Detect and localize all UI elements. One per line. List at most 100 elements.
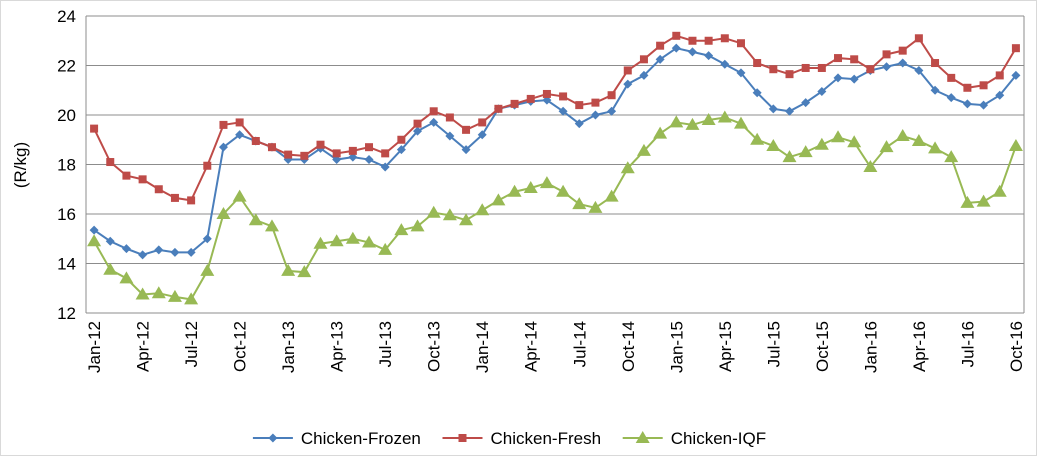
marker (931, 59, 940, 68)
marker (995, 90, 1005, 100)
marker (542, 89, 551, 98)
marker (882, 62, 892, 72)
marker (284, 150, 293, 159)
marker (264, 219, 279, 232)
marker (607, 106, 617, 116)
marker (801, 98, 811, 108)
marker (736, 39, 745, 48)
marker (235, 118, 244, 127)
marker (688, 36, 697, 45)
marker (138, 175, 147, 184)
marker (944, 150, 959, 163)
x-tick-label: Oct-14 (619, 321, 638, 372)
marker (639, 70, 649, 80)
marker (914, 65, 924, 75)
marker (572, 197, 587, 210)
marker (591, 98, 600, 107)
marker (685, 117, 700, 130)
marker (184, 292, 199, 305)
marker (979, 81, 988, 90)
marker (687, 47, 697, 57)
x-tick-label: Apr-12 (134, 321, 153, 372)
y-tick-label: 22 (57, 57, 76, 76)
marker (478, 118, 487, 127)
x-tick-label: Jul-14 (570, 321, 589, 367)
marker (413, 119, 422, 128)
x-tick-label: Jan-16 (861, 321, 880, 373)
marker (785, 106, 794, 116)
marker (801, 63, 810, 72)
marker (768, 104, 778, 114)
marker (345, 231, 360, 244)
marker (218, 142, 228, 152)
marker (445, 131, 455, 141)
marker (251, 136, 260, 145)
marker (1011, 70, 1021, 80)
marker (267, 143, 276, 152)
marker (122, 171, 131, 180)
marker (636, 143, 651, 156)
marker (526, 94, 535, 103)
marker (316, 140, 325, 149)
marker (946, 93, 956, 103)
marker (962, 99, 972, 109)
marker (268, 433, 278, 443)
marker (510, 99, 519, 108)
marker (558, 106, 568, 116)
marker (121, 244, 131, 254)
x-tick-label: Jan-15 (667, 321, 686, 373)
marker (720, 34, 729, 43)
marker (300, 151, 309, 160)
marker (216, 207, 231, 219)
x-tick-label: Jul-13 (376, 321, 395, 367)
marker (313, 236, 328, 249)
marker (362, 235, 377, 248)
marker (782, 150, 797, 163)
marker (750, 132, 765, 145)
marker (445, 113, 454, 122)
x-tick-label: Apr-14 (522, 321, 541, 372)
marker (394, 223, 409, 236)
marker (426, 205, 441, 218)
marker (106, 158, 115, 167)
marker (154, 185, 163, 194)
marker (396, 145, 406, 155)
marker (620, 161, 635, 174)
marker (219, 120, 228, 129)
marker (895, 129, 910, 142)
marker (669, 115, 684, 128)
marker (151, 286, 166, 299)
marker (203, 161, 212, 170)
marker (671, 43, 681, 53)
marker (733, 116, 748, 129)
marker (248, 213, 263, 226)
marker (911, 133, 926, 146)
marker (914, 34, 923, 43)
marker (186, 247, 196, 257)
x-tick-label: Oct-13 (425, 321, 444, 372)
marker (135, 287, 150, 300)
marker (170, 193, 179, 202)
legend-label: Chicken-IQF (671, 429, 766, 448)
marker (928, 141, 943, 154)
x-tick-label: Oct-16 (1007, 321, 1026, 372)
marker (976, 194, 991, 207)
x-tick-label: Apr-16 (910, 321, 929, 372)
marker (119, 271, 134, 284)
marker (701, 112, 716, 125)
marker (87, 234, 102, 247)
y-tick-label: 14 (57, 255, 76, 274)
y-tick-label: 18 (57, 156, 76, 175)
marker (332, 149, 341, 158)
marker (588, 200, 603, 213)
marker (963, 83, 972, 92)
marker (90, 124, 99, 133)
marker (655, 54, 665, 64)
y-tick-label: 12 (57, 304, 76, 323)
marker (523, 181, 538, 194)
marker (590, 110, 600, 120)
x-tick-label: Apr-15 (716, 321, 735, 372)
marker (556, 184, 571, 197)
marker (329, 234, 344, 247)
